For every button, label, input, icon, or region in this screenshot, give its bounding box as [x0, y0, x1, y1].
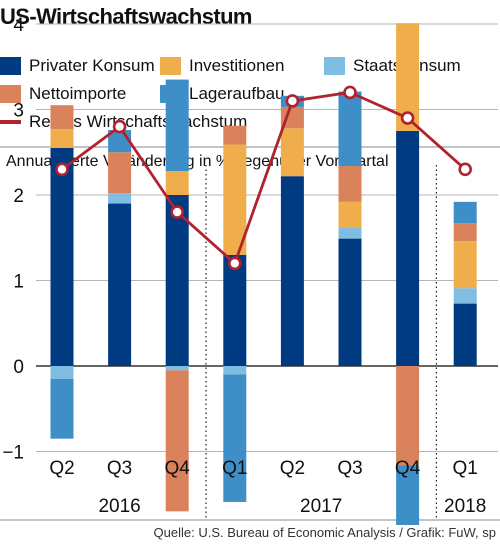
bar-segment-staatskonsum	[453, 288, 477, 304]
bar-segment-investitionen	[223, 144, 247, 255]
legend-item-wachstum: Reales Wirtschaftswachstum	[0, 112, 247, 132]
y-tick-label: 1	[13, 272, 24, 293]
bar-segment-lageraufbau	[165, 79, 189, 172]
bar-segment-nettoimporte	[338, 165, 362, 202]
legend-label-investitionen: Investitionen	[189, 56, 285, 75]
growth-point	[228, 256, 242, 271]
bar-segment-investitionen	[50, 129, 74, 148]
y-tick-label: 4	[13, 15, 24, 36]
bar-segment-nettoimporte	[280, 106, 304, 129]
x-tick-label: Q2	[280, 458, 305, 479]
x-tick-label: Q3	[337, 458, 362, 479]
bar-segment-nettoimporte	[453, 223, 477, 242]
bar-segment-nettoimporte	[396, 366, 420, 466]
bar-segment-privater-konsum	[280, 176, 304, 366]
bar-segment-nettoimporte	[108, 152, 132, 194]
legend-swatch-nettoimporte	[0, 85, 21, 103]
bar-segment-staatskonsum	[223, 366, 247, 375]
bar-segment-nettoimporte	[165, 370, 189, 512]
bar-segment-privater-konsum	[396, 130, 420, 366]
bar-segment-investitionen	[396, 23, 420, 131]
bar-segment-investitionen	[165, 171, 189, 195]
y-tick-label: −1	[2, 443, 24, 464]
legend-swatch-wachstum	[0, 120, 21, 124]
y-tick-label: 0	[13, 357, 24, 378]
x-tick-label: Q1	[222, 458, 247, 479]
legend-swatch-investitionen	[160, 57, 181, 75]
bar-segment-investitionen	[338, 201, 362, 228]
x-tick-label: Q2	[49, 458, 74, 479]
legend-label-lageraufbau: Lageraufbau	[189, 84, 285, 103]
chart-title: US-Wirtschaftswachstum	[0, 4, 252, 29]
bar-segment-staatskonsum	[338, 227, 362, 239]
bar-segment-investitionen	[453, 241, 477, 289]
x-tick-label: Q4	[165, 458, 191, 479]
legend-label-nettoimporte: Nettoimporte	[29, 84, 127, 103]
growth-point	[343, 85, 357, 100]
year-label: 2017	[300, 496, 342, 517]
bar-segment-lageraufbau	[338, 91, 362, 166]
bar-segment-staatskonsum	[50, 366, 74, 379]
bar-segment-privater-konsum	[50, 147, 74, 366]
legend: Privater Konsum Investitionen Staatskons…	[0, 56, 500, 140]
year-label: 2018	[444, 496, 486, 517]
bar-segment-privater-konsum	[165, 195, 189, 366]
legend-item-privater-konsum: Privater Konsum	[0, 56, 155, 76]
bar-segment-lageraufbau	[50, 378, 74, 439]
source-note: Quelle: U.S. Bureau of Economic Analysis…	[153, 525, 496, 540]
bar-segment-lageraufbau	[223, 374, 247, 502]
y-tick-label: 2	[13, 186, 24, 207]
bar-segment-privater-konsum	[223, 254, 247, 366]
growth-point	[285, 94, 300, 108]
legend-item-nettoimporte: Nettoimporte	[0, 84, 126, 104]
growth-point	[400, 111, 415, 125]
x-tick-label: Q4	[395, 458, 421, 479]
bar-segment-nettoimporte	[223, 125, 247, 145]
bar-segment-lageraufbau	[396, 465, 420, 525]
legend-swatch-privater-konsum	[0, 57, 21, 75]
bar-segment-nettoimporte	[50, 105, 74, 130]
x-tick-label: Q3	[107, 458, 132, 479]
year-label: 2016	[98, 496, 140, 517]
legend-swatch-staatskonsum	[324, 57, 345, 75]
x-tick-label: Q1	[453, 458, 478, 479]
bar-segment-privater-konsum	[108, 203, 132, 366]
bar-segment-staatskonsum	[165, 366, 189, 371]
bar-segment-privater-konsum	[453, 303, 477, 366]
growth-point	[458, 162, 473, 177]
bar-segment-privater-konsum	[338, 238, 362, 366]
legend-item-investitionen: Investitionen	[160, 56, 284, 76]
bar-segment-lageraufbau	[453, 201, 477, 224]
legend-label-wachstum: Reales Wirtschaftswachstum	[29, 112, 248, 131]
legend-label-privater-konsum: Privater Konsum	[29, 56, 155, 75]
bar-segment-staatskonsum	[108, 193, 132, 204]
growth-point	[112, 119, 127, 134]
growth-point	[55, 162, 69, 177]
growth-line	[61, 91, 467, 265]
bar-segment-investitionen	[280, 128, 304, 177]
growth-point	[170, 205, 184, 219]
y-tick-label: 3	[13, 101, 24, 122]
